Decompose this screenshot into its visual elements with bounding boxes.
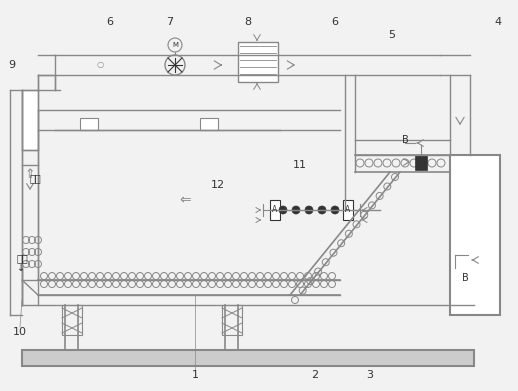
Bar	[270, 200, 280, 220]
Circle shape	[318, 206, 326, 214]
Bar	[200, 118, 218, 130]
Text: 2: 2	[311, 370, 319, 380]
Text: ⇑: ⇑	[25, 169, 35, 181]
Text: A: A	[346, 206, 351, 215]
Text: B: B	[401, 135, 408, 145]
Bar	[415, 155, 427, 170]
Text: 8: 8	[244, 17, 252, 27]
Text: A: A	[272, 206, 278, 215]
Text: 3: 3	[367, 370, 373, 380]
Text: 10: 10	[13, 327, 27, 337]
Text: 4: 4	[495, 17, 501, 27]
Text: M: M	[172, 42, 178, 48]
Circle shape	[279, 206, 287, 214]
Text: 6: 6	[332, 17, 338, 27]
Bar	[22, 350, 474, 366]
Bar	[62, 305, 82, 335]
Text: 12: 12	[211, 180, 225, 190]
Text: ↓: ↓	[17, 263, 25, 273]
Bar	[450, 155, 500, 315]
Text: 11: 11	[293, 160, 307, 170]
Bar	[222, 305, 242, 335]
Bar	[238, 42, 278, 82]
Text: 5: 5	[388, 30, 396, 40]
Text: ⇐: ⇐	[179, 193, 191, 207]
Text: ○: ○	[96, 61, 104, 70]
Text: 6: 6	[107, 17, 113, 27]
Bar	[80, 118, 98, 130]
Text: B: B	[462, 273, 468, 283]
Text: 7: 7	[166, 17, 174, 27]
Text: 热风: 热风	[30, 173, 42, 183]
Circle shape	[331, 206, 339, 214]
Bar	[343, 200, 353, 220]
Text: 1: 1	[192, 370, 198, 380]
Text: 9: 9	[8, 60, 16, 70]
Circle shape	[292, 206, 300, 214]
Bar	[22, 90, 38, 150]
Text: 物料: 物料	[17, 253, 29, 263]
Circle shape	[305, 206, 313, 214]
